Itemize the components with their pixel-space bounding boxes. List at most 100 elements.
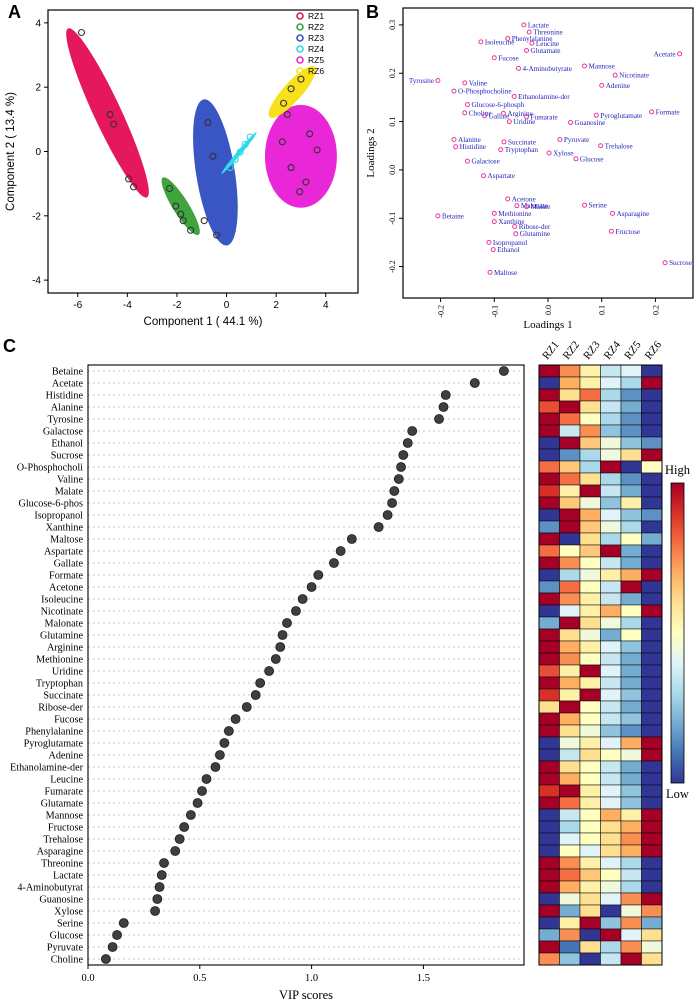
x-tick-label: 0.0 <box>81 973 94 984</box>
vip-category-label: Pyruvate <box>47 943 84 954</box>
heatmap-cell <box>600 496 622 510</box>
vip-dot <box>291 606 301 616</box>
loading-point <box>512 223 518 229</box>
heatmap-cell <box>579 940 601 954</box>
vip-dot <box>389 486 400 496</box>
vip-heatmap-chart: BetaineAcetateHistidineAlanineTyrosineGa… <box>10 339 691 1002</box>
heatmap-cell <box>579 796 601 810</box>
vip-dot <box>250 690 261 700</box>
heatmap-cell <box>538 904 560 918</box>
vip-category-label: Valine <box>57 475 84 486</box>
heatmap-cell <box>641 784 663 798</box>
pca-point-RZ6 <box>297 75 305 83</box>
heatmap-cell <box>579 880 601 894</box>
loading-point <box>501 139 507 145</box>
heatmap-cell <box>600 916 622 930</box>
vip-dot <box>192 798 203 808</box>
heatmap-cell <box>641 856 663 870</box>
heatmap-cell <box>559 784 581 798</box>
heatmap-cell <box>538 436 560 450</box>
pca-point-RZ6 <box>283 110 291 119</box>
heatmap-cell <box>600 736 622 750</box>
vip-category-label: O-Phosphocholi <box>17 463 83 474</box>
vip-category-label: Ribose-der <box>38 703 83 714</box>
loading-label: Threonine <box>533 29 563 37</box>
vip-category-label: Lactate <box>53 871 83 882</box>
heatmap-cell <box>579 520 601 534</box>
vip-dot <box>440 390 451 400</box>
pca-point-RZ2 <box>172 202 180 210</box>
heatmap-cell <box>559 748 581 762</box>
heatmap-cell <box>600 460 622 474</box>
heatmap-cell <box>620 496 642 510</box>
heatmap-cell <box>641 460 663 474</box>
x-tick-label: 0.5 <box>193 973 206 984</box>
heatmap-cell <box>538 472 560 486</box>
loading-point <box>453 144 459 150</box>
vip-dot <box>150 906 160 916</box>
vip-dot <box>159 858 169 868</box>
heatmap-cell <box>641 472 663 486</box>
vip-category-label: Glucose-6-phos <box>18 499 83 510</box>
heatmap-cell <box>579 868 601 882</box>
heatmap-cell <box>641 868 663 882</box>
vip-plot-box <box>87 364 525 966</box>
heatmap-cell <box>600 760 622 774</box>
heatmap-cell <box>620 460 642 474</box>
vip-category-label: Asparagine <box>37 847 84 858</box>
loading-label: Isopropanol <box>493 239 527 247</box>
heatmap-cell <box>538 712 560 726</box>
heatmap-cell <box>579 568 601 582</box>
colorbar-high-label: High <box>665 463 691 477</box>
heatmap-cell <box>579 736 601 750</box>
vip-dot <box>387 498 397 508</box>
heatmap-cell <box>600 676 622 690</box>
vip-dot <box>255 678 266 688</box>
heatmap-cell <box>641 808 663 822</box>
heatmap-cell <box>620 388 642 402</box>
heatmap-cell <box>641 496 663 510</box>
heatmap-cell <box>559 484 581 498</box>
heatmap-cell <box>579 784 601 798</box>
loading-point <box>486 239 492 245</box>
heatmap-cell <box>538 880 560 894</box>
vip-category-label: Isopropanol <box>34 511 83 522</box>
pca-point-RZ4 <box>241 140 249 148</box>
heatmap-cell <box>579 676 601 690</box>
vip-category-label: Acetate <box>52 379 84 390</box>
heatmap-cell <box>641 592 663 606</box>
loading-label: Histidine <box>460 143 486 151</box>
heatmap-cell <box>579 436 601 450</box>
heatmap-cell <box>600 700 622 714</box>
heatmap-cell <box>641 544 663 558</box>
heatmap-cell <box>559 736 581 750</box>
vip-category-label: Uridine <box>52 667 84 678</box>
heatmap-cell <box>641 388 663 402</box>
vip-category-label: Serine <box>57 919 84 930</box>
heatmap-cell <box>600 400 622 414</box>
heatmap-cell <box>538 916 560 930</box>
heatmap-cell <box>538 928 560 942</box>
heatmap-cell <box>641 724 663 738</box>
heatmap-cell <box>579 724 601 738</box>
colorbar-gradient <box>670 482 685 784</box>
loading-label: Nicotinate <box>619 72 649 80</box>
legend-swatch-RZ6 <box>296 67 304 75</box>
loading-label: Tyrosine <box>409 77 434 85</box>
heatmap-cell <box>641 844 663 858</box>
legend-swatch-RZ2 <box>296 23 304 31</box>
heatmap-cell <box>538 736 560 750</box>
heatmap-cell <box>641 928 663 942</box>
heatmap-cell <box>579 700 601 714</box>
vip-category-label: Acetone <box>49 583 83 594</box>
heatmap-cell <box>579 496 601 510</box>
heatmap-cell <box>600 832 622 846</box>
heatmap-cell <box>620 952 642 966</box>
heatmap-cell <box>538 748 560 762</box>
loading-label: Phenylalanine <box>512 35 553 43</box>
heatmap-cell <box>641 892 663 906</box>
loading-point <box>609 210 615 216</box>
loading-label: Malonate <box>521 202 548 210</box>
heatmap-cell <box>620 772 642 786</box>
heatmap-cell <box>538 892 560 906</box>
